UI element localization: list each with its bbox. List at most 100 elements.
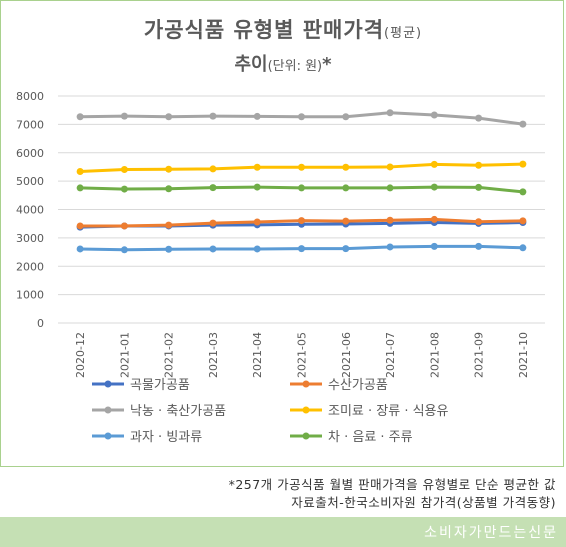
data-point xyxy=(76,245,84,253)
x-tick-label: 2021-09 xyxy=(473,332,486,378)
legend-swatch-marker xyxy=(104,380,112,388)
data-point xyxy=(430,160,438,168)
data-point xyxy=(120,185,128,193)
data-point xyxy=(342,163,350,171)
data-point xyxy=(209,165,217,173)
data-point xyxy=(519,217,527,225)
data-point xyxy=(76,113,84,121)
data-point xyxy=(120,112,128,120)
data-point xyxy=(386,184,394,192)
x-tick-label: 2021-10 xyxy=(517,332,530,378)
legend-label: 수산가공품 xyxy=(328,378,388,393)
legend-label: 조미료 · 장류 · 식용유 xyxy=(328,404,449,419)
x-tick-label: 2021-06 xyxy=(340,332,353,378)
y-tick-label: 6000 xyxy=(16,147,44,160)
y-tick-label: 8000 xyxy=(16,90,44,103)
data-point xyxy=(475,218,483,226)
legend-swatch-marker xyxy=(302,380,310,388)
data-point xyxy=(342,245,350,253)
data-point xyxy=(76,222,84,230)
legend-label: 과자 · 빙과류 xyxy=(130,430,202,445)
data-point xyxy=(298,245,305,253)
data-point xyxy=(120,165,128,173)
x-tick-label: 2021-01 xyxy=(118,332,131,378)
x-tick-label: 2021-05 xyxy=(296,332,309,378)
legend-swatch-marker xyxy=(302,406,310,414)
x-tick-label: 2021-07 xyxy=(384,332,397,378)
y-tick-label: 3000 xyxy=(16,232,44,245)
chart-frame xyxy=(0,0,564,467)
footnote-source: 자료출처-한국소비자원 참가격(상품별 가격동향) xyxy=(291,495,556,510)
data-point xyxy=(209,245,217,253)
data-point xyxy=(253,163,261,171)
footnote-method: *257개 가공식품 월별 판매가격을 유형별로 단순 평균한 값 xyxy=(228,477,556,492)
data-point xyxy=(386,109,394,117)
data-point xyxy=(342,113,350,121)
legend-label: 차 · 음료 · 주류 xyxy=(328,430,413,445)
data-point xyxy=(209,112,217,120)
chart-subtitle: 추이(단위: 원)* xyxy=(0,50,566,76)
data-point xyxy=(430,111,438,119)
data-point xyxy=(165,221,173,229)
data-point xyxy=(253,183,261,191)
data-point xyxy=(475,183,483,191)
data-point xyxy=(120,222,128,230)
y-tick-label: 5000 xyxy=(16,175,44,188)
data-point xyxy=(253,245,261,253)
data-point xyxy=(165,185,173,193)
x-tick-label: 2021-03 xyxy=(207,332,220,378)
data-point xyxy=(430,215,438,223)
y-tick-label: 0 xyxy=(37,317,44,330)
data-point xyxy=(342,184,350,192)
data-point xyxy=(253,218,261,226)
data-point xyxy=(519,244,527,252)
chart-unit: (단위: 원) xyxy=(267,59,323,74)
data-point xyxy=(298,217,305,225)
data-point xyxy=(298,184,305,192)
chart-subtitle-main: 추이 xyxy=(234,54,268,75)
chart-title-paren: (평균) xyxy=(384,26,423,41)
y-tick-label: 1000 xyxy=(16,289,44,302)
line-chart: 0 1000 2000 3000 4000 5000 6000 7000 8000 2020-12… xyxy=(16,90,545,445)
data-point xyxy=(209,184,217,192)
y-tick-label: 4000 xyxy=(16,204,44,217)
legend-swatch-marker xyxy=(104,406,112,414)
data-point xyxy=(253,112,261,120)
data-point xyxy=(209,219,217,227)
legend-item: 낙농 · 축산가공품 xyxy=(92,404,226,419)
data-point xyxy=(165,113,173,121)
legend-label: 곡물가공품 xyxy=(130,378,190,393)
data-point xyxy=(475,161,483,169)
data-point xyxy=(430,183,438,191)
chart-subtitle-mark: * xyxy=(322,54,332,75)
legend-item: 수산가공품 xyxy=(290,378,388,393)
x-tick-label: 2021-04 xyxy=(251,332,264,378)
y-tick-label: 2000 xyxy=(16,260,44,273)
data-point xyxy=(386,243,394,251)
footer-bar: 소비자가만드는신문 xyxy=(0,517,566,547)
data-point xyxy=(165,245,173,253)
chart-title-main: 가공식품 유형별 판매가격 xyxy=(143,18,385,42)
data-point xyxy=(386,163,394,171)
data-point xyxy=(519,188,527,196)
data-point xyxy=(76,167,84,175)
data-point xyxy=(76,184,84,192)
x-tick-label: 2021-02 xyxy=(163,332,176,378)
data-point xyxy=(342,217,350,225)
legend-label: 낙농 · 축산가공품 xyxy=(130,404,226,419)
chart-title: 가공식품 유형별 판매가격(평균) xyxy=(0,14,566,44)
legend-item: 조미료 · 장류 · 식용유 xyxy=(290,404,449,419)
data-point xyxy=(519,120,527,128)
legend-swatch-marker xyxy=(302,432,310,440)
data-point xyxy=(165,165,173,173)
y-tick-label: 7000 xyxy=(16,118,44,131)
data-point xyxy=(120,246,128,254)
legend-item: 차 · 음료 · 주류 xyxy=(290,430,413,445)
legend-item: 과자 · 빙과류 xyxy=(92,430,202,445)
footer-brand: 소비자가만드는신문 xyxy=(424,525,558,541)
data-point xyxy=(475,242,483,250)
data-point xyxy=(298,113,305,121)
data-point xyxy=(386,216,394,224)
legend-swatch-marker xyxy=(104,432,112,440)
data-point xyxy=(298,163,305,171)
